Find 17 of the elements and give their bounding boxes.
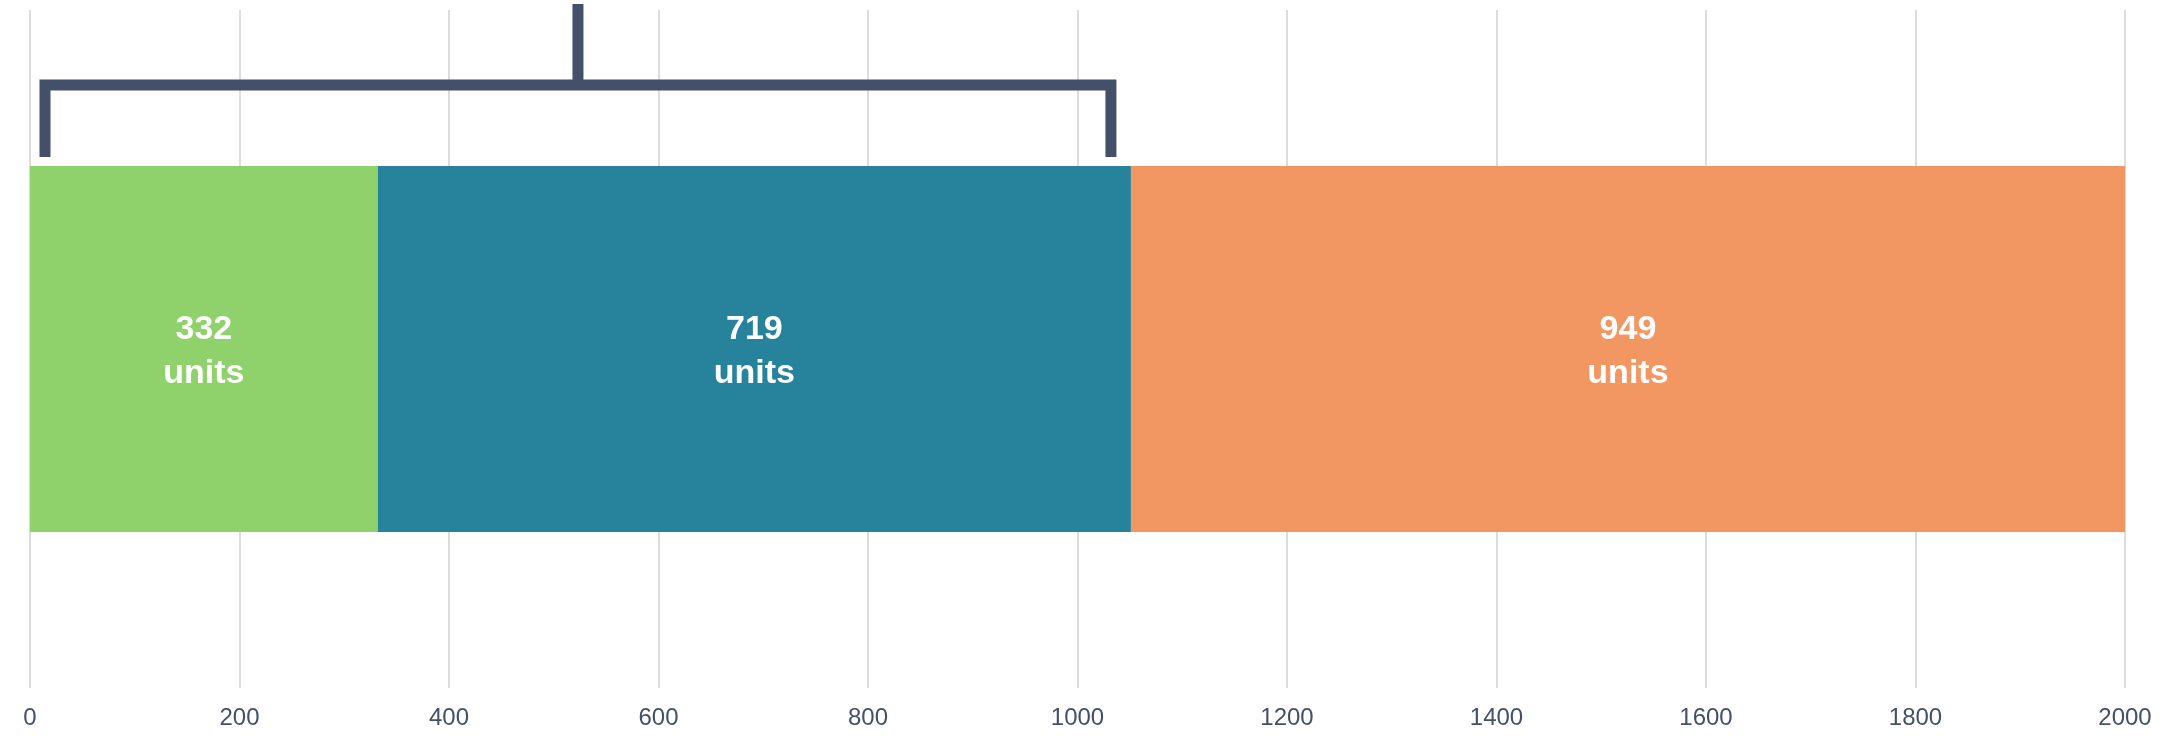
x-tick-label: 0 [23,702,37,730]
x-tick-label: 1400 [1469,702,1524,730]
data-label: 719 units [713,308,795,390]
x-tick-label: 600 [638,702,679,730]
x-tick-label: 200 [219,702,260,730]
x-tick-label: 1000 [1050,702,1105,730]
data-label: 949 units [1587,308,1669,390]
x-tick-label: 2000 [2098,702,2152,730]
x-tick-label: 400 [428,702,470,730]
bar [1130,165,2125,533]
bar [377,165,1131,533]
x-tick-label: 1800 [1888,702,1943,730]
x-tick-label: 800 [847,702,889,730]
bar [30,165,378,533]
x-tick-label: 1200 [1260,702,1314,730]
data-label: 332 units [163,308,245,390]
x-tick-label: 1600 [1679,702,1733,730]
